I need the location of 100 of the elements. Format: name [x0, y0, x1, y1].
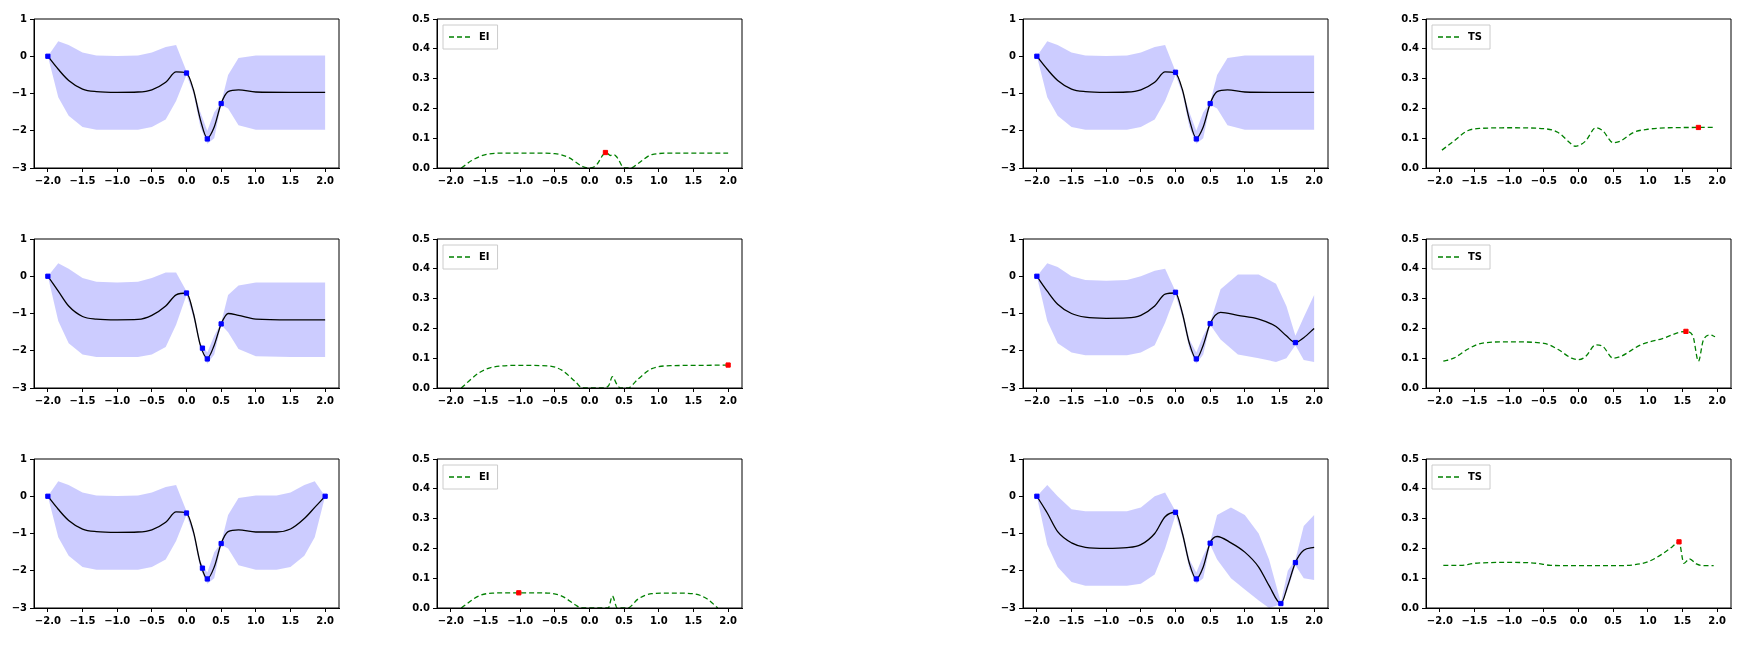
- x-tick-label: 0.0: [177, 614, 196, 626]
- x-tick-label: −1.0: [1496, 614, 1523, 626]
- x-tick-label: −2.0: [437, 394, 464, 406]
- x-tick-label: −1.5: [472, 394, 499, 406]
- x-tick-label: 2.0: [719, 394, 738, 406]
- x-tick-label: 0.0: [580, 394, 599, 406]
- point: [183, 510, 190, 516]
- y-tick-label: 1: [1009, 452, 1017, 464]
- y-tick-label: 0.3: [412, 292, 431, 304]
- x-tick-label: −0.5: [138, 614, 165, 626]
- x-tick-label: 1.0: [1638, 614, 1657, 626]
- x-tick-label: 0.0: [580, 174, 599, 186]
- x-tick-label: 0.5: [212, 174, 231, 186]
- x-tick-label: 2.0: [719, 174, 738, 186]
- y-tick-label: 0.0: [412, 601, 431, 613]
- x-tick-label: −1.5: [1058, 174, 1085, 186]
- y-tick-label: −3: [1000, 161, 1017, 173]
- x-tick-label: 2.0: [1708, 614, 1727, 626]
- y-tick-label: −2: [1000, 564, 1017, 576]
- x-tick-label: 0.5: [615, 174, 634, 186]
- x-tick-label: 1.0: [246, 394, 265, 406]
- x-tick-label: −2.0: [34, 394, 61, 406]
- y-tick-label: 0.3: [1401, 292, 1420, 304]
- y-tick-label: 0.0: [1401, 601, 1420, 613]
- x-tick-label: 1.0: [649, 614, 668, 626]
- y-tick-label: 0.3: [412, 72, 431, 84]
- x-tick-label: 2.0: [719, 614, 738, 626]
- x-tick-label: −0.5: [1530, 394, 1557, 406]
- x-tick-label: 0.0: [1166, 394, 1185, 406]
- y-tick-label: −2: [1000, 344, 1017, 356]
- x-tick-label: 1.0: [246, 614, 265, 626]
- y-tick-label: −1: [1000, 307, 1017, 319]
- x-tick-label: 1.5: [1673, 394, 1692, 406]
- x-tick-label: −1.0: [104, 614, 131, 626]
- x-tick-label: 1.5: [281, 394, 300, 406]
- y-tick-label: −2: [11, 564, 28, 576]
- y-tick-label: 0.3: [1401, 72, 1420, 84]
- x-tick-label: −1.5: [69, 174, 96, 186]
- x-tick-label: 2.0: [1708, 394, 1727, 406]
- y-tick-label: 0.4: [1401, 482, 1420, 494]
- x-tick-label: −2.0: [1426, 174, 1453, 186]
- x-tick-label: −2.0: [1023, 614, 1050, 626]
- x-tick-label: 2.0: [316, 174, 335, 186]
- point: [1292, 339, 1299, 346]
- x-tick-label: 1.5: [1270, 174, 1289, 186]
- point: [204, 136, 210, 142]
- point: [204, 356, 210, 362]
- y-tick-label: 0.4: [1401, 262, 1420, 274]
- y-tick-label: 0.1: [1401, 571, 1420, 583]
- legend-label: TS: [1468, 250, 1483, 262]
- x-tick-label: 1.0: [649, 394, 668, 406]
- y-tick-label: 0.2: [412, 541, 431, 553]
- y-tick-label: 0.1: [412, 571, 431, 583]
- point: [1034, 493, 1040, 499]
- x-tick-label: 0.5: [615, 394, 634, 406]
- y-tick-label: 0: [20, 269, 28, 281]
- point: [183, 290, 190, 296]
- y-tick-label: 0.5: [412, 12, 431, 24]
- y-tick-label: 0.4: [412, 262, 431, 274]
- x-tick-label: −1.0: [1093, 614, 1120, 626]
- y-tick-label: −1: [11, 527, 28, 539]
- x-tick-label: 1.5: [684, 174, 703, 186]
- y-tick-label: 1: [1009, 12, 1017, 24]
- x-tick-label: −2.0: [1426, 394, 1453, 406]
- point: [1193, 136, 1199, 142]
- x-tick-label: −0.5: [1530, 614, 1557, 626]
- legend-label: TS: [1468, 470, 1483, 482]
- point: [1034, 53, 1040, 59]
- point: [45, 53, 51, 59]
- y-tick-label: 0.5: [1401, 12, 1420, 24]
- x-tick-label: 0.5: [212, 394, 231, 406]
- y-tick-label: 0.5: [412, 232, 431, 244]
- y-tick-label: 0.2: [1401, 541, 1420, 553]
- point: [45, 493, 51, 499]
- x-tick-label: 1.5: [1270, 614, 1289, 626]
- x-tick-label: −2.0: [1023, 174, 1050, 186]
- x-tick-label: 0.0: [177, 174, 196, 186]
- x-tick-label: −1.5: [1058, 394, 1085, 406]
- y-tick-label: 0: [1009, 49, 1017, 61]
- y-tick-label: −3: [11, 381, 28, 393]
- x-tick-label: −1.0: [104, 174, 131, 186]
- x-tick-label: −2.0: [34, 174, 61, 186]
- x-tick-label: 1.5: [1673, 614, 1692, 626]
- line-series: [460, 592, 719, 608]
- x-tick-label: −1.0: [1093, 394, 1120, 406]
- x-tick-label: 0.5: [1604, 394, 1623, 406]
- x-tick-label: −0.5: [1127, 394, 1154, 406]
- x-tick-label: −0.5: [1127, 614, 1154, 626]
- y-tick-label: 0.0: [1401, 381, 1420, 393]
- y-tick-label: 0.2: [1401, 101, 1420, 113]
- x-tick-label: −0.5: [138, 174, 165, 186]
- y-tick-label: 0.1: [1401, 351, 1420, 363]
- line-series: [1442, 330, 1716, 362]
- point: [1172, 509, 1179, 515]
- y-tick-label: 1: [20, 452, 28, 464]
- x-tick-label: 0.5: [1201, 174, 1220, 186]
- y-tick-label: 0.2: [412, 321, 431, 333]
- x-tick-label: 1.0: [246, 174, 265, 186]
- point: [1278, 600, 1284, 607]
- y-tick-label: 0.3: [412, 512, 431, 524]
